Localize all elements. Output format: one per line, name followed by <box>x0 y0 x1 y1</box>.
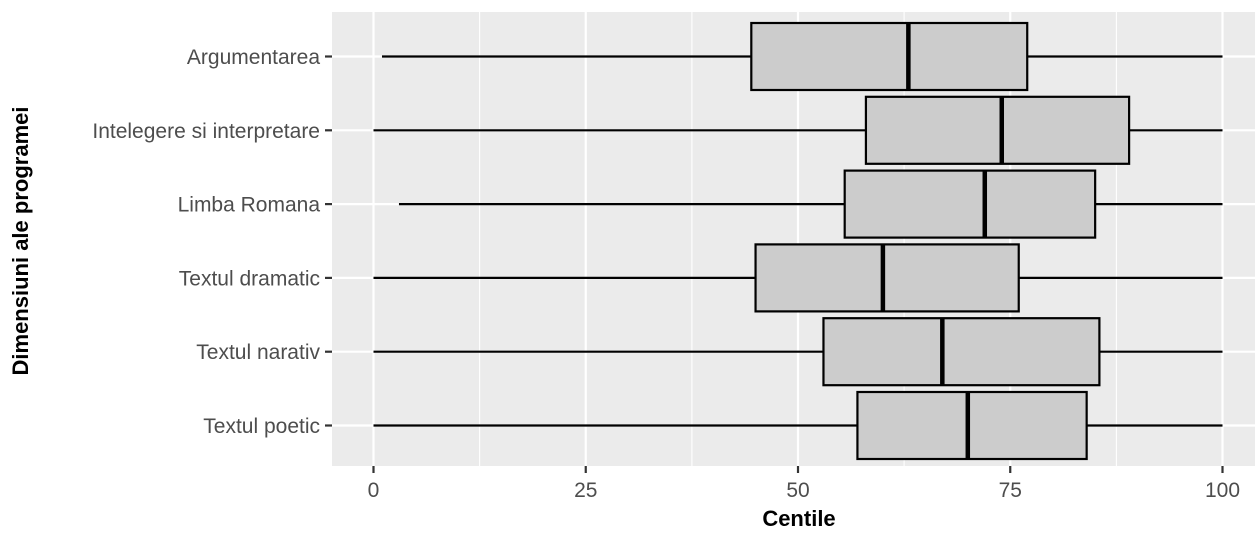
box-argumentarea <box>381 21 1223 92</box>
y-tick-label: Textul narativ <box>196 341 320 364</box>
y-tick-label: Intelegere si interpretare <box>92 120 320 143</box>
plot-area <box>332 12 1255 466</box>
box-limba-romana <box>398 169 1223 239</box>
y-tick-label: Argumentarea <box>187 46 320 69</box>
x-tick-label: 50 <box>786 479 809 502</box>
box-textul-dramatic <box>373 243 1223 313</box>
x-axis: 0 25 50 75 100 <box>368 466 1240 502</box>
x-axis-title: Centile <box>762 506 835 531</box>
box-textul-narativ <box>373 317 1223 387</box>
y-tick-label: Textul poetic <box>203 415 320 438</box>
box-textul-poetic <box>373 390 1223 461</box>
box-iqr <box>750 21 1029 92</box>
x-tick-label: 75 <box>999 479 1022 502</box>
box-intelegere-si-interpretare <box>373 95 1223 165</box>
box-iqr <box>754 243 1020 313</box>
x-tick-label: 25 <box>574 479 597 502</box>
box-iqr <box>822 317 1101 387</box>
y-axis: Argumentarea Intelegere si interpretare Li… <box>92 46 332 438</box>
x-tick-label: 100 <box>1205 479 1240 502</box>
y-axis-title: Dimensiuni ale programei <box>8 107 33 376</box>
box-iqr <box>864 95 1131 165</box>
box-iqr <box>843 169 1097 239</box>
box-iqr <box>856 390 1088 461</box>
y-tick-label: Limba Romana <box>178 194 321 217</box>
x-tick-label: 0 <box>368 479 380 502</box>
y-tick-label: Textul dramatic <box>179 267 320 290</box>
